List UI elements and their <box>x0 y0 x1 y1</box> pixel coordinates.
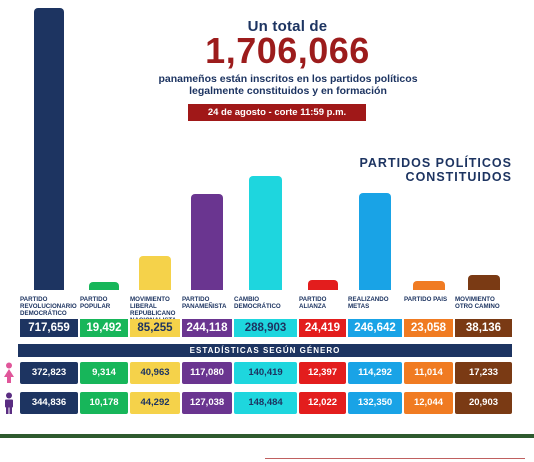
bar-7 <box>412 280 445 290</box>
footer-rule <box>265 458 525 459</box>
male-count: 20,903 <box>455 392 512 414</box>
party-name: PARTIDO PANAMEÑISTA <box>182 296 227 310</box>
section-title: PARTIDOS POLÍTICOS CONSTITUIDOS <box>300 156 512 184</box>
subtitle-line-1: panameños están inscritos en los partido… <box>158 73 418 85</box>
party-total: 19,492 <box>80 319 128 337</box>
bar-6 <box>359 193 391 290</box>
female-count: 372,823 <box>20 362 78 384</box>
male-icon <box>5 392 13 414</box>
bar-0 <box>34 8 64 290</box>
party-total: 24,419 <box>299 319 346 337</box>
party-total: 288,903 <box>234 319 297 337</box>
female-count: 17,233 <box>455 362 512 384</box>
female-count: 12,397 <box>299 362 346 384</box>
party-total: 244,118 <box>182 319 232 337</box>
subtitle-line-2: legalmente constituidos y en formación <box>189 85 387 97</box>
female-count: 114,292 <box>348 362 402 384</box>
party-total: 38,136 <box>455 319 512 337</box>
bar-2 <box>139 256 171 290</box>
party-name: PARTIDO ALIANZA <box>299 296 327 310</box>
party-name: PARTIDO POPULAR <box>80 296 111 310</box>
male-count: 344,836 <box>20 392 78 414</box>
header-subtitle: panameños están inscritos en los partido… <box>128 73 448 97</box>
male-count: 12,022 <box>299 392 346 414</box>
bar-3 <box>191 194 223 290</box>
female-count: 11,014 <box>404 362 453 384</box>
bar-1 <box>89 282 119 290</box>
total-enrolled: 1,706,066 <box>205 30 370 71</box>
male-count: 44,292 <box>130 392 180 414</box>
section-title-line-2: CONSTITUIDOS <box>405 170 512 184</box>
female-count: 140,419 <box>234 362 297 384</box>
footer-divider <box>0 434 534 438</box>
male-count: 12,044 <box>404 392 453 414</box>
bar-8 <box>467 275 500 290</box>
party-name: PARTIDO REVOLUCIONARIO DEMOCRÁTICO <box>20 296 77 317</box>
party-total: 717,659 <box>20 319 78 337</box>
female-icon <box>4 362 14 383</box>
header-intro: Un total de <box>247 18 328 35</box>
bar-4 <box>249 176 282 290</box>
gender-stats-header: ESTADÍSTICAS SEGÚN GÉNERO <box>18 344 512 357</box>
female-count: 40,963 <box>130 362 180 384</box>
party-total: 85,255 <box>130 319 180 337</box>
male-count: 10,178 <box>80 392 128 414</box>
male-count: 127,038 <box>182 392 232 414</box>
party-name: REALIZANDO METAS <box>348 296 389 310</box>
date-badge: 24 de agosto - corte 11:59 p.m. <box>188 104 366 121</box>
female-count: 117,080 <box>182 362 232 384</box>
party-total: 23,058 <box>404 319 453 337</box>
section-title-line-1: PARTIDOS POLÍTICOS <box>359 156 512 170</box>
party-name: CAMBIO DEMOCRÁTICO <box>234 296 281 310</box>
male-count: 148,484 <box>234 392 297 414</box>
female-count: 9,314 <box>80 362 128 384</box>
party-name: MOVIMIENTO OTRO CAMINO <box>455 296 500 310</box>
male-count: 132,350 <box>348 392 402 414</box>
bar-5 <box>307 280 338 290</box>
party-total: 246,642 <box>348 319 402 337</box>
party-name: PARTIDO PAIS <box>404 296 448 303</box>
